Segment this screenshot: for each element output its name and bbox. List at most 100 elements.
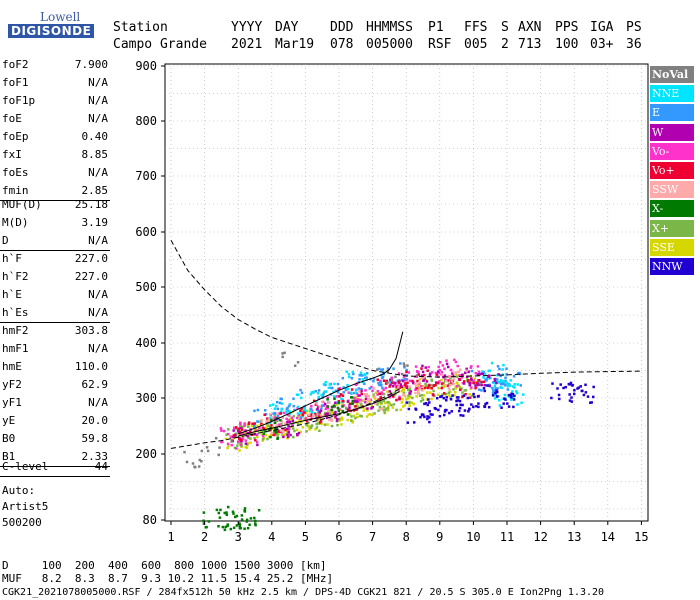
- echo-point: [443, 410, 447, 413]
- echo-point: [286, 413, 290, 417]
- echo-point: [235, 447, 238, 450]
- echo-point: [250, 424, 254, 428]
- echo-point: [350, 388, 354, 391]
- echo-point: [496, 365, 500, 368]
- echo-point: [279, 418, 282, 422]
- echo-point: [225, 513, 229, 517]
- param-value: 2.85: [81, 184, 109, 197]
- echo-point: [355, 392, 359, 395]
- param-label: h`F: [2, 252, 22, 265]
- echo-point: [261, 437, 265, 441]
- echo-point: [338, 419, 342, 422]
- header-value-doy: 078: [330, 37, 354, 52]
- echo-point: [233, 446, 237, 450]
- echo-point: [347, 409, 351, 412]
- echo-point: [591, 395, 595, 399]
- param-row: foF1 N/A: [2, 76, 108, 94]
- echo-point: [232, 526, 236, 530]
- echo-point: [300, 407, 303, 410]
- echo-point: [318, 429, 321, 433]
- echo-point: [399, 362, 402, 365]
- echo-point: [373, 395, 377, 399]
- echo-point: [256, 435, 259, 439]
- echo-point: [314, 415, 318, 418]
- echo-point: [496, 390, 499, 394]
- echo-point: [307, 413, 311, 417]
- echo-point: [219, 427, 223, 430]
- echo-point: [243, 422, 246, 425]
- echo-point: [361, 378, 365, 381]
- echo-point: [507, 405, 511, 408]
- echo-point: [461, 391, 464, 394]
- echo-point: [498, 404, 502, 407]
- param-row: hmE 110.0: [2, 360, 108, 378]
- echo-point: [485, 401, 489, 405]
- echo-point: [260, 418, 263, 422]
- echo-point: [482, 376, 485, 379]
- echo-point: [333, 397, 336, 400]
- echo-point: [256, 429, 260, 432]
- echo-point: [342, 386, 345, 389]
- echo-point: [419, 400, 423, 403]
- echo-point: [335, 395, 339, 398]
- echo-point: [509, 379, 512, 382]
- echo-point: [291, 424, 294, 427]
- echo-point: [401, 379, 405, 383]
- echo-point: [435, 373, 439, 376]
- echo-point: [350, 396, 353, 399]
- echo-point: [283, 422, 287, 425]
- echo-point: [240, 438, 243, 442]
- echo-point: [377, 367, 381, 371]
- echo-point: [477, 379, 480, 382]
- legend-item-noval: NoVal: [650, 66, 694, 83]
- y-tick-label: 700: [135, 169, 157, 183]
- echo-point: [241, 432, 245, 435]
- footer-distance-row: D 100 200 400 600 800 1000 1500 3000 [km…: [2, 559, 327, 572]
- echo-point: [345, 370, 349, 374]
- echo-point: [281, 355, 284, 359]
- echo-point: [376, 378, 379, 381]
- echo-point: [472, 392, 475, 396]
- echo-point: [316, 418, 319, 422]
- echo-point: [287, 430, 291, 434]
- echo-point: [386, 381, 389, 384]
- echo-point: [449, 368, 453, 372]
- echo-point: [183, 450, 186, 454]
- echo-point: [408, 387, 412, 391]
- echo-point: [354, 383, 358, 387]
- echo-point: [237, 522, 241, 525]
- echo-point: [253, 409, 256, 413]
- echo-point: [429, 383, 433, 387]
- echo-point: [227, 432, 230, 436]
- echo-point: [287, 424, 290, 428]
- echo-point: [444, 398, 448, 402]
- echo-point: [403, 404, 407, 407]
- echo-point: [500, 406, 503, 409]
- param-row: fxI 8.85: [2, 148, 108, 166]
- echo-point: [489, 376, 492, 380]
- echo-point: [275, 431, 278, 434]
- param-value: 25.18: [74, 198, 108, 211]
- header-value-s: 2: [501, 37, 509, 52]
- x-tick-label: 8: [403, 530, 410, 544]
- echo-point: [399, 408, 402, 412]
- param-value: N/A: [88, 94, 108, 107]
- echo-point: [418, 378, 422, 381]
- echo-point: [469, 366, 473, 369]
- echo-point: [569, 381, 573, 385]
- echo-point: [302, 410, 306, 413]
- echo-point: [320, 393, 323, 397]
- echo-point: [499, 380, 503, 383]
- echo-point: [446, 384, 449, 388]
- param-label: B1: [2, 450, 16, 463]
- echo-point: [407, 394, 410, 397]
- echo-point: [510, 396, 513, 399]
- echo-point: [494, 394, 498, 397]
- echo-point: [310, 424, 314, 427]
- echo-point: [367, 413, 370, 416]
- echo-point: [471, 394, 474, 398]
- echo-point: [266, 437, 269, 441]
- echo-point: [296, 405, 300, 409]
- echo-point: [573, 392, 576, 396]
- echo-point: [248, 430, 252, 434]
